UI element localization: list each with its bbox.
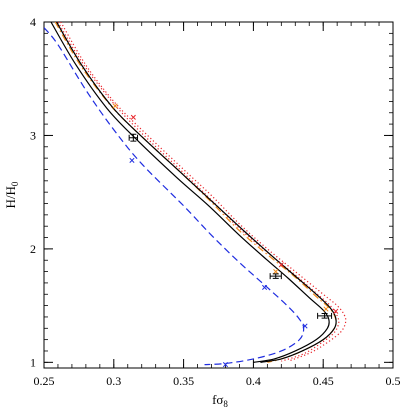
y-tick-label: 3: [30, 128, 36, 142]
data-marker: [262, 284, 268, 291]
series-line: [54, 22, 337, 363]
series-line: [56, 22, 337, 363]
data-marker: [333, 308, 339, 314]
x-tick-label: 0.45: [313, 374, 334, 388]
error-bars: [128, 133, 333, 319]
series-line: [60, 22, 347, 362]
x-tick-label: 0.4: [246, 374, 261, 388]
error-bar: [317, 312, 333, 319]
data-marker: [273, 269, 279, 275]
x-tick-label: 0.35: [173, 374, 194, 388]
curves: [44, 22, 347, 366]
y-tick-label: 4: [30, 15, 36, 29]
x-tick-label: 0.3: [106, 374, 121, 388]
x-tick-label: 0.5: [386, 374, 401, 388]
data-marker: [278, 262, 284, 268]
markers: [112, 103, 339, 368]
tick-labels: 0.25 0.3 0.35 0.4 0.45 0.5 1 2 3 4: [30, 15, 401, 388]
data-marker: [112, 103, 118, 109]
y-axis-label: H/H0: [3, 181, 20, 208]
error-bar: [269, 273, 282, 280]
x-axis-label: fσ8: [212, 392, 228, 409]
y-tick-label: 2: [30, 242, 36, 256]
error-bar: [128, 133, 139, 142]
data-marker: [222, 362, 229, 368]
series-line: [50, 22, 330, 363]
data-marker: [323, 306, 329, 312]
x-tick-label: 0.25: [34, 374, 55, 388]
data-marker: [129, 157, 135, 163]
series-line: [44, 27, 305, 366]
y-tick-label: 1: [30, 355, 36, 369]
axis-ticks: [43, 21, 394, 368]
data-marker: [302, 323, 308, 329]
series-line: [57, 22, 340, 362]
data-marker: [130, 114, 136, 120]
plot-frame: [43, 21, 394, 369]
